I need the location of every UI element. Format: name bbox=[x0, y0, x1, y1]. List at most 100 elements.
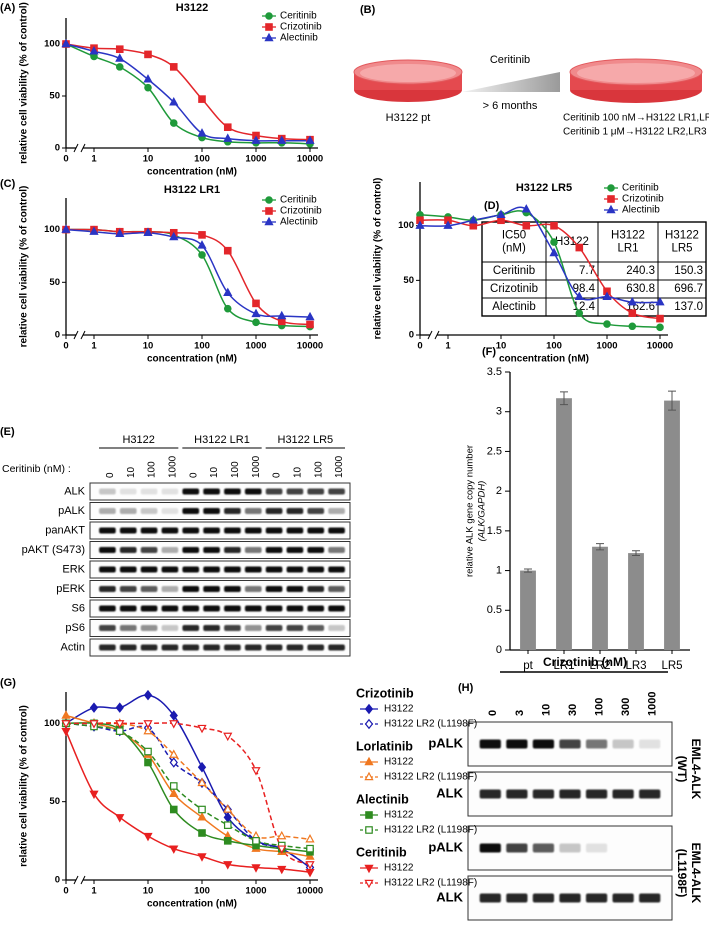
band bbox=[328, 488, 345, 495]
construct-label: (WT) bbox=[675, 756, 689, 783]
table-header: (nM) bbox=[502, 243, 526, 255]
band bbox=[224, 527, 241, 534]
lane-label: 10 bbox=[540, 704, 552, 716]
y-tick-label: 0 bbox=[55, 875, 60, 886]
legend-marker bbox=[265, 23, 273, 31]
lane-label: 100 bbox=[147, 461, 158, 478]
row-label: panAKT bbox=[45, 524, 85, 536]
band bbox=[119, 586, 137, 592]
table-cell: 98.4 bbox=[573, 283, 596, 295]
data-point bbox=[197, 761, 207, 773]
band bbox=[182, 605, 200, 612]
table-cell: Ceritinib bbox=[493, 265, 535, 277]
band bbox=[119, 488, 137, 495]
axis-break bbox=[427, 330, 440, 340]
legend-label: H3122 bbox=[384, 810, 414, 821]
data-point bbox=[277, 310, 287, 320]
legend-marker bbox=[364, 864, 374, 874]
band bbox=[99, 586, 116, 592]
y-tick-label: 50 bbox=[49, 91, 60, 102]
data-point bbox=[89, 226, 99, 235]
band bbox=[119, 547, 137, 553]
x-tick-label: 10000 bbox=[297, 886, 323, 897]
x-tick-label: 10000 bbox=[647, 341, 673, 352]
y-axis-label: relative cell viability (% of control) bbox=[19, 2, 30, 164]
band bbox=[224, 488, 241, 495]
band bbox=[328, 644, 345, 651]
band bbox=[182, 586, 200, 592]
legend-marker bbox=[365, 826, 373, 834]
band bbox=[140, 605, 158, 612]
data-point bbox=[89, 720, 99, 729]
x-tick-label: 100 bbox=[194, 341, 210, 352]
data-point bbox=[306, 844, 314, 853]
data-point bbox=[574, 291, 584, 300]
row-label: pALK bbox=[58, 505, 86, 517]
x-tick-label: 1 bbox=[91, 341, 97, 352]
y-axis-label: relative cell viability (% of control) bbox=[19, 705, 30, 867]
x-tick-label: 1 bbox=[91, 154, 97, 165]
table-cell: Crizotinib bbox=[490, 283, 538, 295]
blot-strip bbox=[89, 541, 351, 559]
blot-strip bbox=[89, 580, 351, 598]
row-label: ALK bbox=[64, 485, 85, 497]
curve bbox=[65, 722, 311, 853]
table-cell: 240.3 bbox=[626, 265, 655, 277]
panel-label: (F) bbox=[482, 346, 496, 358]
band bbox=[119, 508, 137, 514]
band bbox=[161, 547, 179, 553]
data-point bbox=[115, 63, 124, 71]
data-point bbox=[223, 133, 233, 142]
data-point bbox=[469, 221, 478, 230]
band bbox=[140, 547, 158, 553]
band bbox=[307, 488, 325, 495]
band bbox=[479, 843, 501, 853]
band bbox=[140, 625, 158, 631]
y-axis-label: relative ALK gene copy number bbox=[465, 445, 476, 577]
curve bbox=[419, 206, 661, 304]
band bbox=[182, 527, 200, 534]
legend-marker bbox=[265, 207, 273, 215]
band bbox=[203, 566, 220, 573]
lane-label: 100 bbox=[313, 461, 324, 478]
legend-marker bbox=[364, 756, 374, 766]
group-label: H3122 LR1 bbox=[194, 434, 250, 446]
y-tick-label: 2 bbox=[496, 485, 502, 497]
axis-break bbox=[73, 330, 86, 340]
data-point bbox=[198, 829, 206, 837]
x-tick-label: LR5 bbox=[661, 660, 682, 672]
band bbox=[328, 527, 345, 534]
y-tick-label: 100 bbox=[44, 39, 60, 50]
x-tick-label: 10 bbox=[143, 154, 154, 165]
band bbox=[140, 586, 158, 592]
row-label: ALK bbox=[436, 889, 463, 904]
x-tick-label: 0 bbox=[63, 886, 68, 897]
blot-strip bbox=[89, 599, 351, 618]
row-label: pAKT (S473) bbox=[22, 544, 85, 556]
treatment-label: Ceritinib (nM) : bbox=[2, 463, 71, 475]
x-tick-label: 1000 bbox=[245, 886, 266, 897]
data-point bbox=[61, 727, 71, 737]
data-point bbox=[115, 727, 124, 735]
band bbox=[286, 605, 304, 612]
band bbox=[559, 893, 581, 903]
lane-label: 0 bbox=[188, 472, 199, 478]
legend-marker bbox=[264, 216, 274, 226]
band bbox=[140, 527, 158, 534]
band bbox=[244, 488, 262, 495]
table-header: H3122 bbox=[555, 236, 589, 248]
data-point bbox=[198, 805, 206, 814]
band bbox=[479, 893, 501, 903]
y-tick-label: 0 bbox=[55, 330, 60, 341]
band bbox=[244, 644, 262, 651]
band bbox=[286, 527, 304, 534]
y-axis-label: relative cell viability (% of control) bbox=[19, 186, 30, 348]
curve bbox=[65, 722, 311, 866]
band bbox=[99, 566, 116, 573]
band bbox=[182, 644, 200, 651]
band bbox=[286, 547, 304, 553]
band bbox=[140, 488, 158, 495]
band bbox=[328, 625, 345, 631]
x-tick-label: 1000 bbox=[245, 341, 266, 352]
